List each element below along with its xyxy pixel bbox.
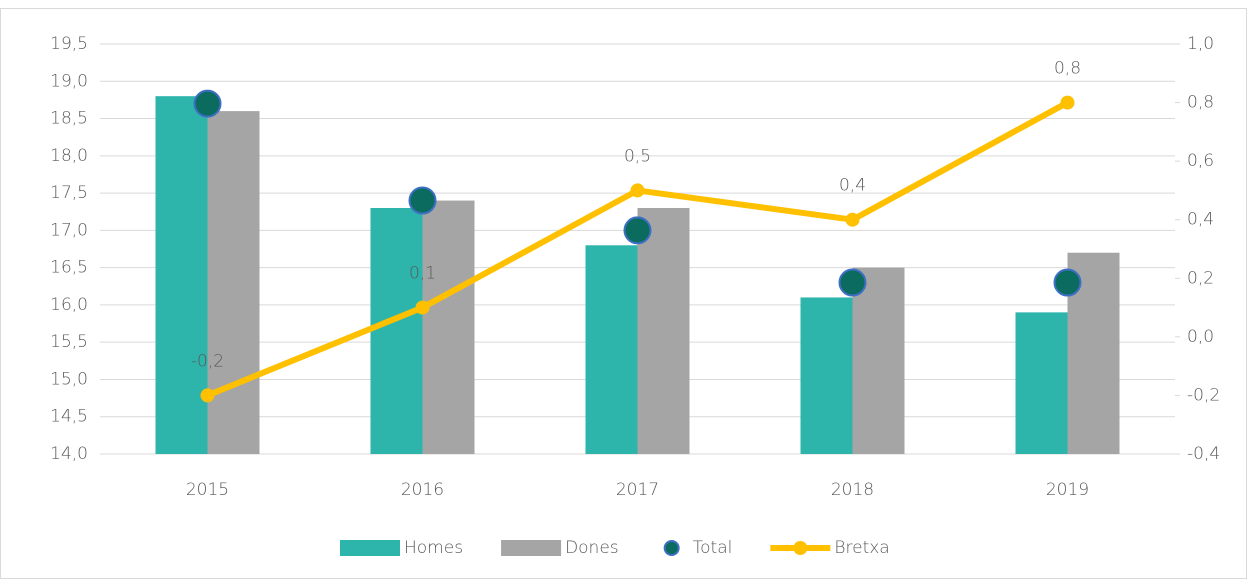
total-dot: [193, 89, 222, 118]
total-dot: [623, 216, 652, 245]
line-marker: [415, 300, 430, 315]
total-dot: [1053, 268, 1082, 297]
y-tick-label: 17,5: [50, 183, 88, 203]
y-tick-label: 19,5: [50, 34, 88, 54]
y2-tick-label: -0,4: [1187, 444, 1220, 464]
bar: [370, 208, 423, 454]
y-tick-label: 15,0: [50, 369, 88, 389]
bar: [585, 245, 638, 454]
y-tick-label: 19,0: [50, 71, 88, 91]
total-dot: [408, 186, 437, 215]
line-marker: [1060, 95, 1075, 110]
y-tick-label: 14,5: [50, 407, 88, 427]
legend-swatch: [340, 540, 400, 556]
total-dot: [838, 268, 867, 297]
x-tick-label: 2015: [186, 480, 229, 500]
legend-label: Total: [693, 538, 733, 558]
legend-label: Dones: [565, 538, 619, 558]
bar: [207, 111, 260, 454]
bar: [422, 200, 475, 454]
x-tick-label: 2017: [616, 480, 659, 500]
data-label: 0,8: [1054, 59, 1081, 79]
y-tick-label: 17,0: [50, 220, 88, 240]
y-tick-label: 18,5: [50, 109, 88, 129]
y2-tick-label: -0,2: [1187, 385, 1220, 405]
y-tick-label: 15,5: [50, 332, 88, 352]
legend-swatch: [793, 541, 808, 555]
legend-label: Bretxa: [834, 538, 889, 558]
y2-tick-label: 0,2: [1187, 268, 1214, 288]
legend-swatch: [663, 540, 680, 556]
y-tick-label: 16,0: [50, 295, 88, 315]
bar: [852, 267, 905, 454]
y-tick-label: 14,0: [50, 444, 88, 464]
line-marker: [845, 212, 860, 227]
data-label: 0,5: [624, 146, 651, 166]
x-tick-label: 2016: [401, 480, 444, 500]
y-tick-label: 18,0: [50, 146, 88, 166]
y2-tick-label: 1,0: [1187, 34, 1214, 54]
data-label: 0,4: [839, 176, 866, 196]
data-label: 0,1: [409, 264, 436, 284]
y2-tick-label: 0,0: [1187, 327, 1214, 347]
x-tick-label: 2018: [831, 480, 874, 500]
y2-tick-label: 0,4: [1187, 210, 1214, 230]
line-marker: [630, 183, 645, 198]
x-tick-label: 2019: [1046, 480, 1089, 500]
y2-tick-label: 0,8: [1187, 93, 1214, 113]
legend-label: Homes: [404, 538, 463, 558]
legend-swatch: [501, 540, 562, 556]
y2-tick-label: 0,6: [1187, 151, 1214, 171]
bar: [155, 96, 208, 454]
bar: [800, 297, 853, 454]
bar: [1015, 312, 1068, 454]
y-tick-label: 16,5: [50, 258, 88, 278]
bar: [637, 208, 690, 454]
data-label: -0,2: [191, 351, 224, 371]
line-marker: [200, 388, 215, 403]
